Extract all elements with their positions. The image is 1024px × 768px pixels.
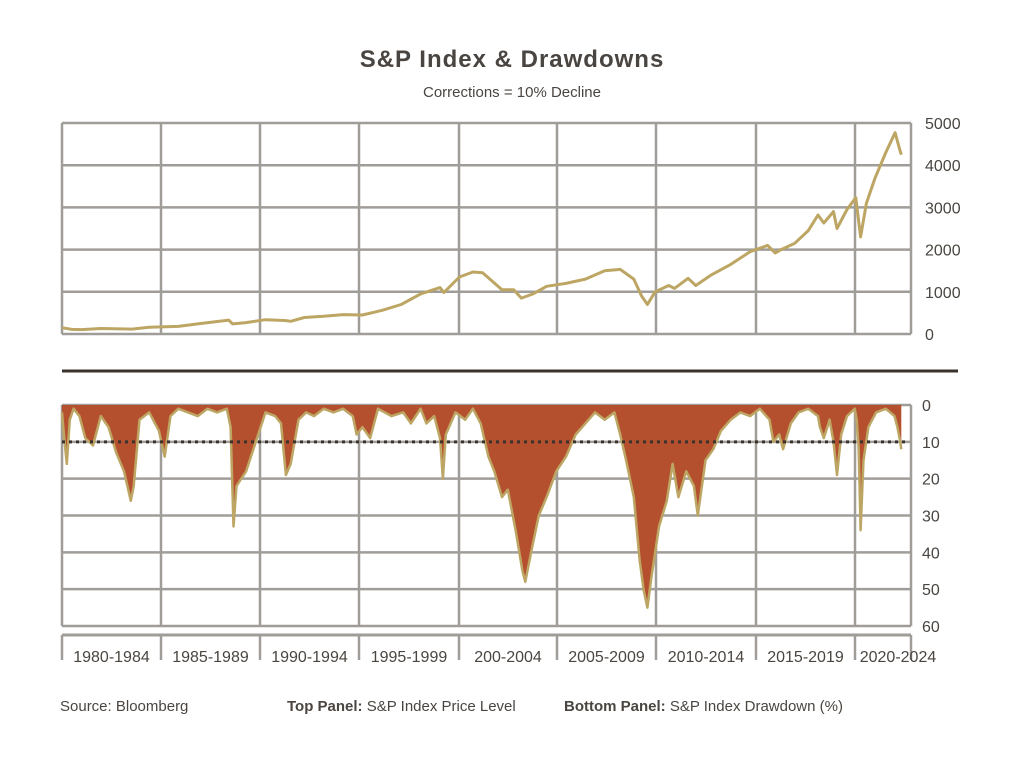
bottom-panel-legend-text: S&P Index Drawdown (%) (669, 698, 843, 715)
top-y-tick-label: 3000 (925, 200, 961, 217)
bottom-y-tick-label: 60 (922, 619, 940, 636)
bottom-y-tick-label: 40 (922, 545, 940, 562)
x-tick-label: 200-2004 (474, 649, 542, 666)
x-tick-label: 1985-1989 (172, 649, 249, 666)
chart-subtitle: Corrections = 10% Decline (422, 84, 601, 101)
top-panel-legend-label: Top Panel: (287, 698, 363, 715)
bottom-panel-legend-label: Bottom Panel: (564, 698, 666, 715)
x-tick-label: 1990-1994 (271, 649, 348, 666)
top-y-tick-label: 0 (925, 327, 934, 344)
top-panel-legend-text: S&P Index Price Level (366, 698, 516, 715)
x-tick-label: 1980-1984 (73, 649, 150, 666)
bottom-panel-legend: Bottom Panel: S&P Index Drawdown (%) (564, 698, 843, 715)
bottom-y-tick-label: 50 (922, 582, 940, 599)
x-tick-label: 2010-2014 (668, 649, 745, 666)
source-note: Source: Bloomberg (60, 698, 189, 715)
bottom-y-tick-label: 20 (922, 472, 940, 489)
top-y-tick-label: 1000 (925, 285, 961, 302)
drawdown-line (60, 407, 903, 609)
bottom-y-tick-label: 10 (922, 435, 940, 452)
chart-title: S&P Index & Drawdowns (359, 46, 665, 73)
bottom-y-tick-label: 0 (922, 398, 931, 415)
x-tick-label: 1995-1999 (371, 649, 448, 666)
x-tick-label: 2015-2019 (767, 649, 844, 666)
top-y-tick-label: 2000 (925, 243, 961, 260)
top-panel-legend: Top Panel: S&P Index Price Level (287, 698, 516, 715)
price-line (61, 131, 903, 332)
bottom-y-tick-label: 30 (922, 509, 940, 526)
top-y-tick-label: 5000 (925, 116, 961, 133)
drawdown-area (62, 405, 902, 608)
x-tick-label: 2020-2024 (860, 649, 937, 666)
x-tick-label: 2005-2009 (568, 649, 645, 666)
top-y-tick-label: 4000 (925, 158, 961, 175)
